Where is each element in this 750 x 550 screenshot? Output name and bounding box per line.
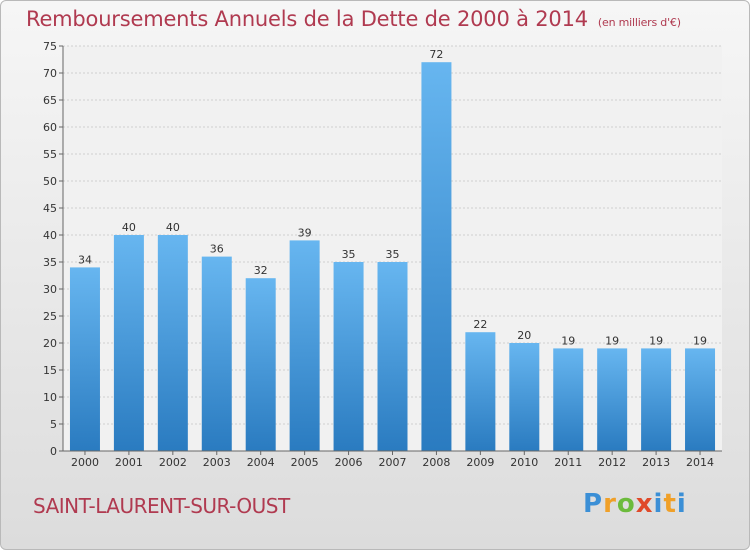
data-label-2010: 20: [517, 329, 531, 342]
data-label-2003: 36: [210, 243, 224, 256]
data-label-2008: 72: [429, 48, 443, 61]
y-tick-label: 0: [50, 445, 57, 458]
unit-label: (en milliers d'€): [597, 16, 681, 29]
bar-layer: 34 40 40 36 32 39 35 35 72 22 20 19 19 19 19: [69, 48, 716, 451]
y-tick-label: 25: [43, 310, 57, 323]
x-tick-label-2014: 2014: [686, 456, 714, 469]
bar-2010[interactable]: [509, 343, 540, 451]
x-tick-label-2010: 2010: [510, 456, 538, 469]
data-label-2011: 19: [561, 334, 575, 347]
data-label-2012: 19: [605, 334, 619, 347]
bar-2006[interactable]: [333, 262, 364, 451]
y-tick-label: 60: [43, 121, 57, 134]
y-tick-label: 20: [43, 337, 57, 350]
y-tick-label: 65: [43, 94, 57, 107]
x-tick-label-2012: 2012: [598, 456, 626, 469]
x-tick-label-2002: 2002: [159, 456, 187, 469]
bar-2008[interactable]: [421, 62, 452, 451]
bar-2009[interactable]: [465, 332, 496, 451]
data-label-2013: 19: [649, 334, 663, 347]
y-tick-label: 30: [43, 283, 57, 296]
y-tick-label: 10: [43, 391, 57, 404]
data-label-2014: 19: [693, 334, 707, 347]
data-label-2001: 40: [122, 221, 136, 234]
y-tick-label: 55: [43, 148, 57, 161]
y-tick-label: 75: [43, 40, 57, 53]
y-tick-label: 50: [43, 175, 57, 188]
bar-2013[interactable]: [641, 348, 672, 451]
data-label-2009: 22: [473, 318, 487, 331]
x-tick-label-2003: 2003: [203, 456, 231, 469]
bar-2014[interactable]: [685, 348, 716, 451]
axis-layer: 0 5 10 15 20 25 30 35 40 45 50 55 60 65 70 75 2000 2001 20…: [43, 40, 722, 469]
x-tick-label-2013: 2013: [642, 456, 670, 469]
bar-2011[interactable]: [553, 348, 584, 451]
chart-title-text: Remboursements Annuels de la Dette de 20…: [26, 7, 588, 31]
x-tick-label-2005: 2005: [291, 456, 319, 469]
bar-2001[interactable]: [113, 235, 144, 451]
bar-2004[interactable]: [245, 278, 276, 451]
bar-2003[interactable]: [201, 256, 232, 451]
bar-2000[interactable]: [69, 267, 100, 451]
bar-2005[interactable]: [289, 240, 320, 451]
x-tick-label-2008: 2008: [422, 456, 450, 469]
data-label-2000: 34: [78, 253, 92, 266]
proxiti-logo[interactable]: Proxiti: [583, 489, 687, 519]
x-tick-label-2011: 2011: [554, 456, 582, 469]
city-name: SAINT-LAURENT-SUR-OUST: [33, 494, 290, 518]
x-tick-label-2001: 2001: [115, 456, 143, 469]
y-tick-label: 15: [43, 364, 57, 377]
x-tick-label-2004: 2004: [247, 456, 275, 469]
y-tick-label: 5: [50, 418, 57, 431]
x-tick-label-2006: 2006: [335, 456, 363, 469]
chart-title: Remboursements Annuels de la Dette de 20…: [26, 7, 681, 31]
x-tick-label-2007: 2007: [379, 456, 407, 469]
x-tick-label-2009: 2009: [466, 456, 494, 469]
data-label-2006: 35: [342, 248, 356, 261]
data-label-2002: 40: [166, 221, 180, 234]
y-tick-label: 40: [43, 229, 57, 242]
data-label-2007: 35: [386, 248, 400, 261]
bar-2002[interactable]: [157, 235, 188, 451]
data-label-2004: 32: [254, 264, 268, 277]
data-label-2005: 39: [298, 226, 312, 239]
bar-2007[interactable]: [377, 262, 408, 451]
bar-2012[interactable]: [597, 348, 628, 451]
y-tick-label: 70: [43, 67, 57, 80]
x-tick-label-2000: 2000: [71, 456, 99, 469]
y-tick-label: 45: [43, 202, 57, 215]
y-tick-label: 35: [43, 256, 57, 269]
